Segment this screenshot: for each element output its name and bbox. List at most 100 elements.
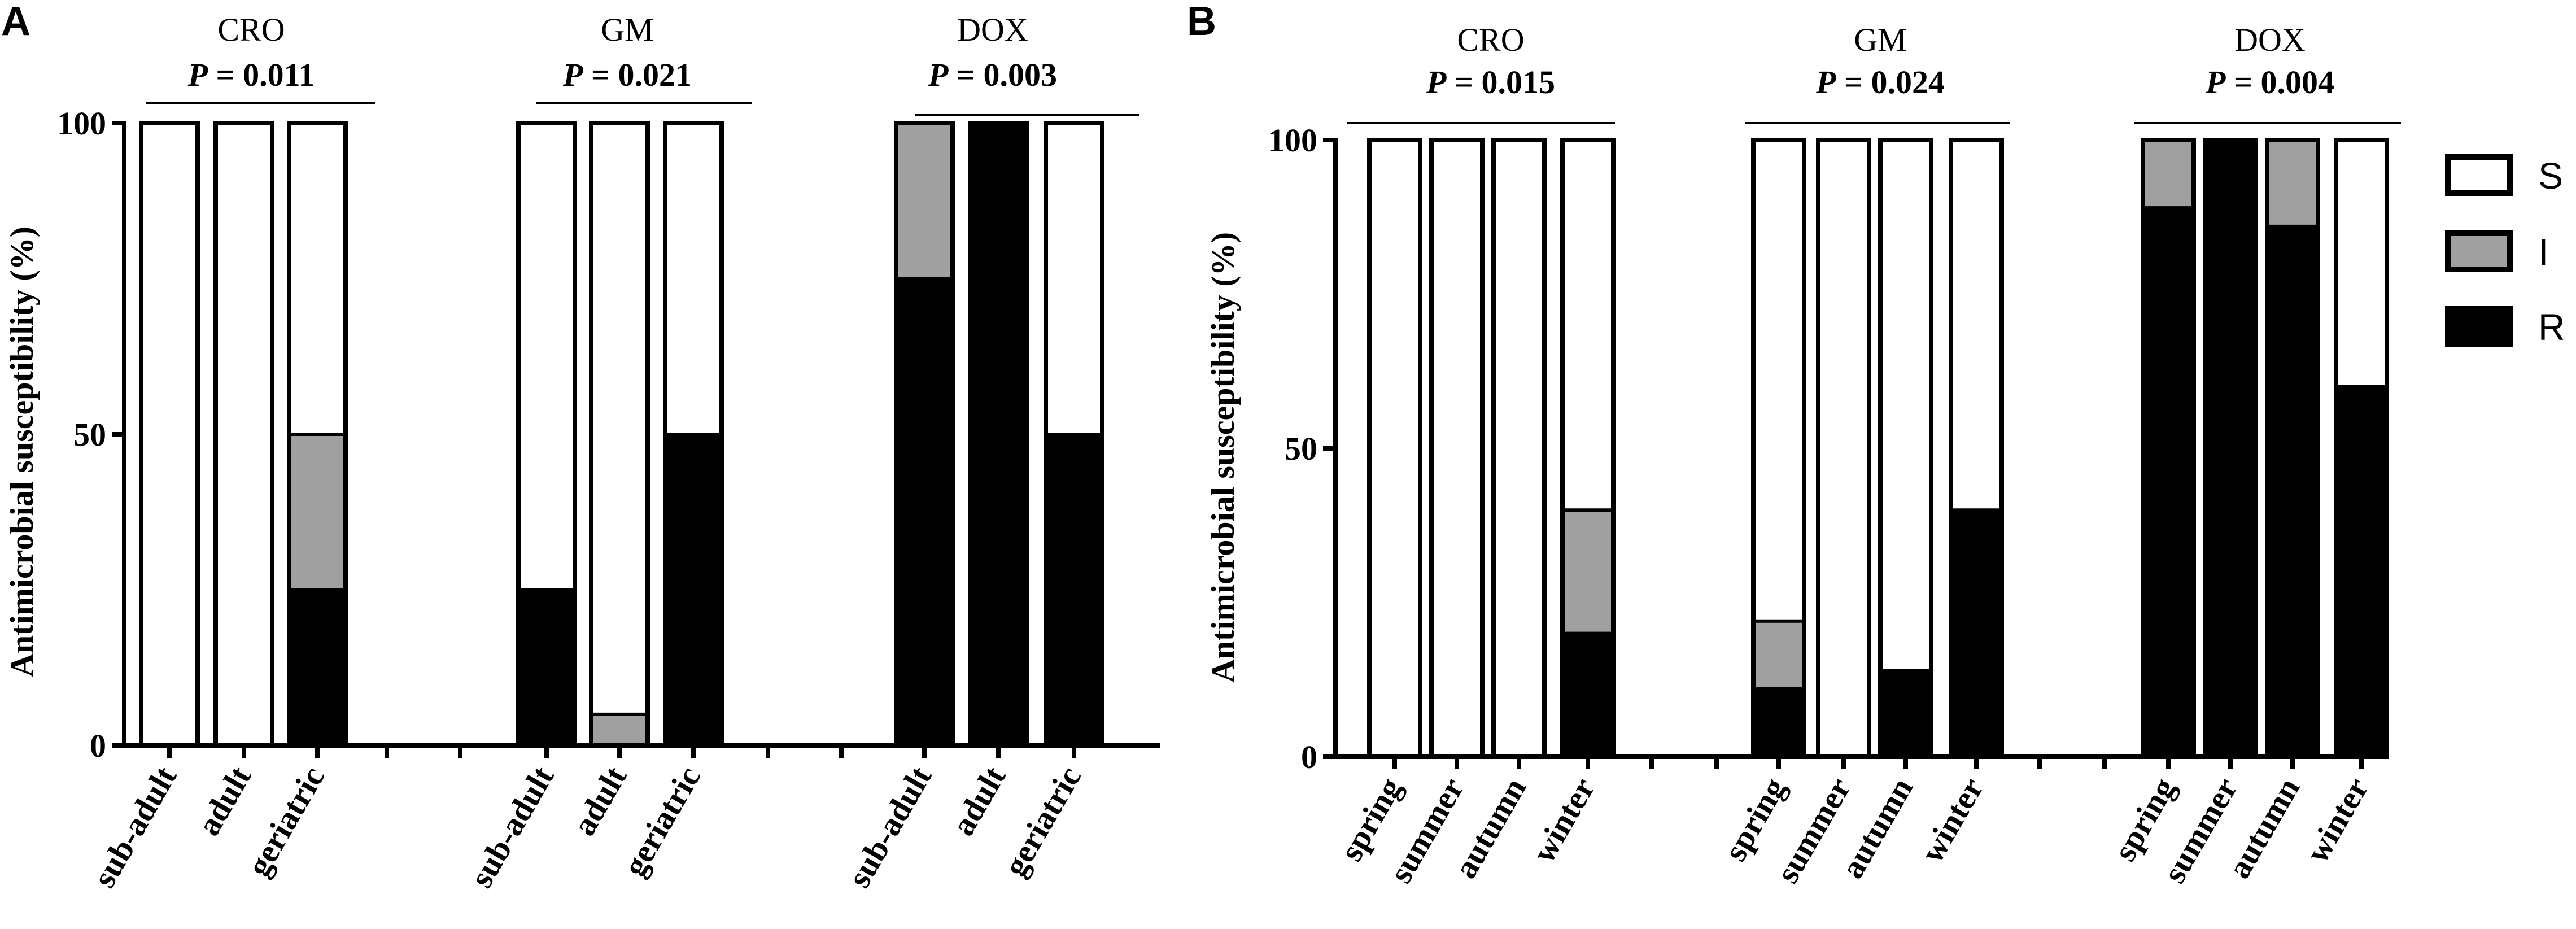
panel-a-bar-outline xyxy=(894,121,955,748)
panel-b-bar-r xyxy=(2336,386,2387,757)
panel-a-bar-r xyxy=(896,278,953,745)
panel-b-bar-outline xyxy=(1949,138,2004,759)
panel-a-x-tick-label: sub-adult xyxy=(462,760,561,893)
panel-a-bar-outline xyxy=(139,121,200,748)
legend-swatch-i xyxy=(2445,230,2513,272)
panel-b-group-title: DOX xyxy=(2234,21,2306,58)
panel-b-y-axis-label: Antimicrobial susceptibility (%) xyxy=(1204,232,1241,683)
panel-b-bar-outline xyxy=(1878,138,1933,759)
panel-b-bar-outline xyxy=(2265,138,2320,759)
panel-a-y-tick-label: 50 xyxy=(73,416,106,453)
panel-a-p-value: P = 0.021 xyxy=(562,56,692,93)
panel-a-bar-outline xyxy=(663,121,724,748)
panel-b-bar-i xyxy=(1753,621,1804,689)
panel-a-bar-i xyxy=(289,434,346,590)
panel-a-bar-r xyxy=(1046,434,1102,745)
panel-a-bar-r xyxy=(289,590,346,745)
panel-a-label: A xyxy=(1,0,30,44)
panel-b-group-title: CRO xyxy=(1457,21,1524,58)
panel-a-bar-s xyxy=(518,123,575,590)
panel-a-bar-s xyxy=(1046,123,1102,434)
panel-b-bar-s xyxy=(1753,140,1804,621)
panel-b-p-value: P = 0.004 xyxy=(2205,64,2334,101)
legend-swatch-r xyxy=(2445,306,2513,347)
legend-label-s: S xyxy=(2538,155,2563,197)
panel-a-bar-outline xyxy=(516,121,577,748)
panel-a-p-value: P = 0.011 xyxy=(187,56,315,93)
panel-b-bar-outline xyxy=(1491,138,1547,759)
panel-a-bar-s xyxy=(141,123,198,745)
panel-a-bar-s xyxy=(665,123,722,434)
panel-b-y-tick-label: 0 xyxy=(1301,739,1317,775)
panel-a-bar-r xyxy=(518,590,575,745)
panel-b-bar-s xyxy=(1369,140,1420,757)
panel-b-p-value: P = 0.024 xyxy=(1815,64,1945,101)
panel-a-group-title: GM xyxy=(601,11,653,48)
panel-b-bar-r xyxy=(2267,226,2318,757)
panel-b-bar-s xyxy=(1562,140,1613,511)
panel-a-x-tick-label: sub-adult xyxy=(85,760,184,893)
panel-a-bar-outline xyxy=(589,121,650,748)
legend-swatch-s xyxy=(2445,154,2513,196)
panel-b-bar-s xyxy=(2336,140,2387,387)
panel-b-x-tick-label: winter xyxy=(2298,771,2376,869)
panel-b-y-tick-label: 50 xyxy=(1285,430,1317,467)
panel-b-bar-i xyxy=(2143,140,2194,208)
panel-a-bar-s xyxy=(289,123,346,434)
panel-a-bar-r xyxy=(665,434,722,745)
panel-a: A Antimicrobial susceptibility (%) 0 50 10… xyxy=(1,0,1160,893)
panel-b-bar-s xyxy=(1494,140,1544,757)
panel-a-group-title: CRO xyxy=(217,11,285,48)
panel-b-y-tick-label: 100 xyxy=(1268,122,1317,159)
panel-b: B Antimicrobial susceptibility (%) 0 50 10… xyxy=(1187,0,2565,889)
panel-a-bar-s xyxy=(591,123,648,714)
legend-label-i: I xyxy=(2538,231,2548,273)
panel-a-y-axis-label: Antimicrobial susceptibility (%) xyxy=(3,226,40,677)
panel-b-bar-outline xyxy=(1751,138,1806,759)
panel-b-x-tick-label: winter xyxy=(1913,771,1990,869)
panel-b-x-tick-label: winter xyxy=(1525,771,1602,869)
panel-b-bar-outline xyxy=(1816,138,1871,759)
panel-b-bar-outline xyxy=(1367,138,1422,759)
legend: SIR xyxy=(2445,154,2565,348)
panel-a-y-tick-label: 0 xyxy=(90,727,106,764)
panel-a-x-tick-label: adult xyxy=(190,760,258,841)
panel-b-group-title: GM xyxy=(1854,21,1906,58)
panel-b-bar-s xyxy=(1431,140,1482,757)
legend-label-r: R xyxy=(2538,306,2565,348)
panel-a-group-title: DOX xyxy=(957,11,1028,48)
panel-a-bar-i xyxy=(896,123,953,279)
panel-a-y-tick-label: 100 xyxy=(57,105,106,142)
panel-b-bar-outline xyxy=(2141,138,2196,759)
panel-a-bar-outline xyxy=(1044,121,1104,748)
panel-b-bar-outline xyxy=(1429,138,1485,759)
panel-b-bar-r xyxy=(2143,208,2194,757)
panel-b-bar-i xyxy=(1562,510,1613,634)
panel-a-bar-outline xyxy=(287,121,348,748)
panel-a-bar-s xyxy=(216,123,272,745)
panel-b-bar-r xyxy=(1562,633,1613,757)
panel-a-x-tick-label: adult xyxy=(944,760,1012,841)
panel-b-bar-i xyxy=(2267,140,2318,226)
panel-b-p-value: P = 0.015 xyxy=(1426,64,1555,101)
panel-b-label: B xyxy=(1187,0,1216,44)
panel-a-bar-r xyxy=(970,123,1027,745)
panel-a-bar-outline xyxy=(213,121,274,748)
panel-b-bar-s xyxy=(1951,140,2002,511)
panel-a-x-tick-label: sub-adult xyxy=(840,760,938,893)
panel-b-bar-s xyxy=(1880,140,1931,671)
panel-b-bar-outline xyxy=(1560,138,1616,759)
panel-b-bar-s xyxy=(1818,140,1869,757)
panel-a-p-value: P = 0.003 xyxy=(928,56,1057,93)
panel-a-bar-i xyxy=(591,714,648,745)
panel-b-bar-r xyxy=(1753,688,1804,757)
panel-b-bar-r xyxy=(1880,670,1931,757)
panel-a-bar-outline xyxy=(968,121,1029,748)
panel-b-bar-outline xyxy=(2203,138,2258,759)
panel-b-bar-outline xyxy=(2334,138,2389,759)
panel-b-bar-r xyxy=(2205,140,2256,757)
panel-b-bar-r xyxy=(1951,510,2002,757)
